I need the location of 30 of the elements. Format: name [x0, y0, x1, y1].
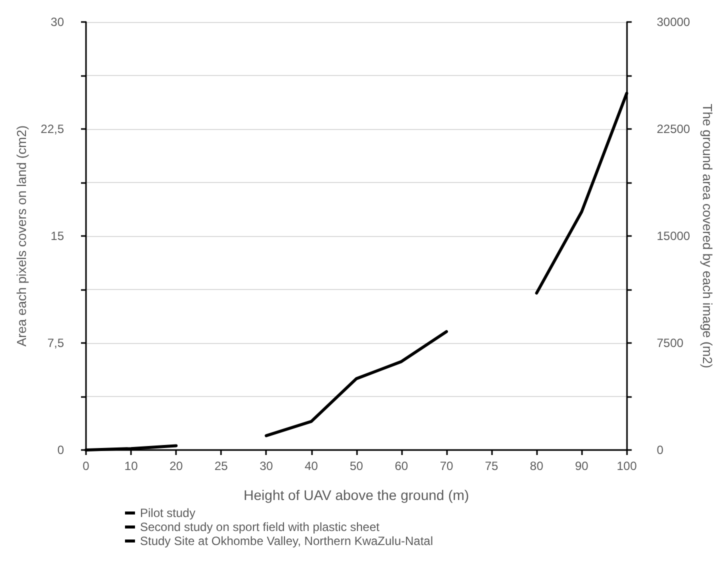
y2-tick-label: 7500 — [656, 336, 684, 350]
legend-label: Second study on sport field with plastic sheet — [140, 520, 380, 534]
y2-tick-label: 0 — [656, 443, 664, 457]
y2-axis-title: The ground area covered by each image (m2) — [700, 104, 715, 368]
x-tick-label: 50 — [350, 459, 364, 473]
x-tick-label: 100 — [616, 459, 638, 473]
x-tick-label: 0 — [82, 459, 90, 473]
x-tick-label: 10 — [124, 459, 138, 473]
y2-tick-label: 15000 — [656, 229, 690, 243]
line-series — [264, 330, 448, 438]
x-tick-label: 70 — [440, 459, 454, 473]
x-tick-label: 60 — [394, 459, 408, 473]
y-tick-label: 7,5 — [47, 336, 64, 350]
y-tick-label: 0 — [57, 443, 64, 457]
x-tick-label: 80 — [530, 459, 544, 473]
y2-tick-label: 22500 — [656, 122, 690, 136]
legend-label: Pilot study — [140, 506, 196, 520]
y-axis-title: Area each pixels covers on land (cm2) — [14, 125, 29, 347]
y-tick-label: 22,5 — [40, 122, 64, 136]
x-tick-label: 75 — [484, 459, 499, 473]
x-tick-label: 90 — [574, 459, 589, 473]
x-axis-title: Height of UAV above the ground (m) — [244, 487, 470, 503]
x-tick-label: 40 — [304, 459, 318, 473]
x-tick-label: 25 — [214, 459, 228, 473]
legend-label: Study Site at Okhombe Valley, Northern KwaZulu-Natal — [140, 534, 434, 548]
y-tick-label: 15 — [50, 229, 64, 243]
x-tick-label: 20 — [169, 459, 184, 473]
y-tick-label: 30 — [50, 15, 64, 29]
x-tick-label: 30 — [260, 459, 274, 473]
y2-tick-label: 30000 — [656, 15, 690, 29]
